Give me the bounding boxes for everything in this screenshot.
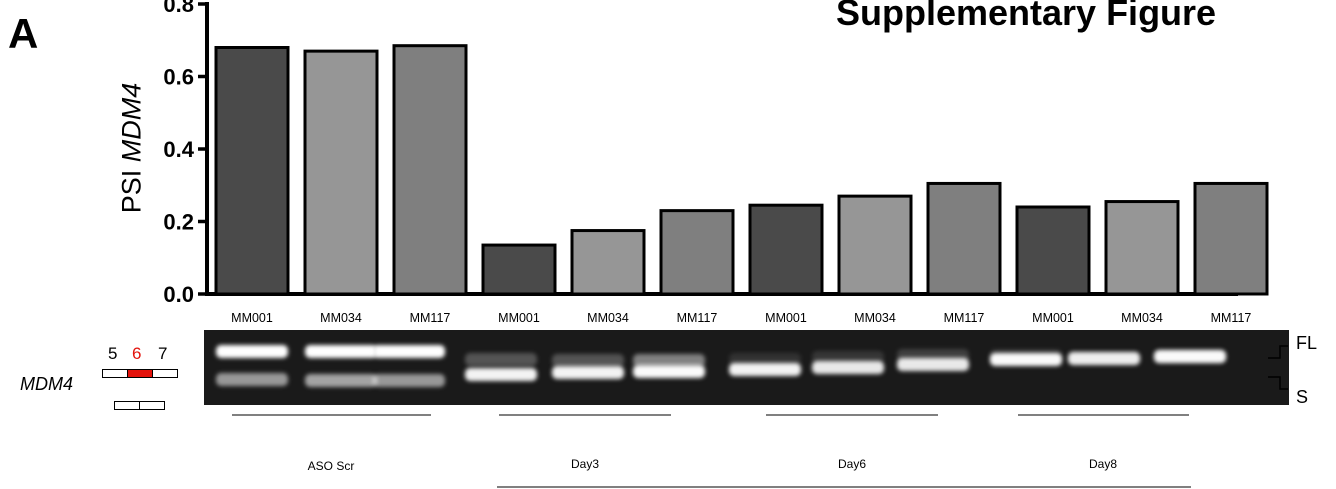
x-tick-label: MM117: [1211, 311, 1252, 325]
condition-label-aso-scr: ASO Scr: [307, 459, 355, 473]
gel-band-fl: [216, 345, 288, 358]
bar: [1193, 181, 1269, 296]
x-tick-label: MM001: [1032, 311, 1074, 325]
x-tick-label: MM034: [320, 311, 362, 325]
condition-label-day3: Day3: [570, 457, 600, 471]
exon-number-5: 5: [108, 344, 118, 363]
band-marker-fl: [1268, 345, 1288, 359]
x-tick-label: MM117: [677, 311, 718, 325]
condition-label-day8: Day8: [1088, 457, 1118, 471]
bar: [1104, 200, 1180, 296]
x-tick-label: MM117: [944, 311, 985, 325]
bar: [392, 44, 468, 296]
bar: [481, 243, 557, 296]
bar: [1015, 205, 1091, 296]
panel-letter: A: [8, 10, 39, 57]
y-tick-label: 0.2: [163, 210, 194, 235]
gel-band-s: [373, 374, 445, 387]
x-tick-label: MM001: [231, 311, 273, 325]
gel-band-fl: [465, 353, 537, 366]
y-tick-label: 0.0: [163, 282, 194, 307]
skipped-exon-5-box: [114, 401, 140, 410]
exon-number-6: 6: [132, 344, 142, 363]
x-tick-label: MM034: [854, 311, 896, 325]
gel-band-s: [465, 368, 537, 381]
gel-band-fl: [305, 345, 377, 358]
figure-title: Supplementary Figure: [836, 0, 1217, 33]
gel-band-s: [1154, 350, 1226, 363]
bar: [303, 49, 379, 296]
x-tick-label: MM034: [587, 311, 629, 325]
gel-band-s: [990, 353, 1062, 366]
skipped-exon-7-box: [139, 401, 165, 410]
gel-band-s: [1068, 352, 1140, 365]
gel-band-fl: [633, 354, 705, 367]
x-tick-label: MM001: [498, 311, 540, 325]
gel-band-s: [633, 365, 705, 378]
y-tick-label: 0.8: [163, 0, 194, 17]
gel-band-s: [552, 366, 624, 379]
gel-band-s: [216, 373, 288, 386]
gel-band-s: [729, 363, 801, 376]
gel-band-fl: [729, 353, 801, 366]
bar: [570, 229, 646, 296]
exon-5-box: [102, 369, 128, 378]
y-tick-label: 0.6: [163, 65, 194, 90]
bar: [659, 209, 735, 296]
gel-band-fl: [552, 354, 624, 367]
band-label-s: S: [1296, 387, 1309, 407]
gel-band-s: [897, 358, 969, 371]
condition-label-day6: Day6: [837, 457, 867, 471]
bar: [214, 46, 290, 296]
bar: [926, 181, 1002, 296]
y-tick-label: 0.4: [163, 137, 194, 162]
x-tick-label: MM034: [1121, 311, 1163, 325]
bar: [837, 194, 913, 296]
exon-6-box: [127, 369, 153, 378]
bar: [748, 203, 824, 296]
gel-gene-label: MDM4: [20, 374, 73, 394]
x-tick-label: MM001: [765, 311, 807, 325]
gel-band-fl: [373, 345, 445, 358]
exon-7-box: [152, 369, 178, 378]
gel-band-s: [812, 361, 884, 374]
gel-band-fl: [812, 351, 884, 364]
gel-band-s: [305, 374, 377, 387]
exon-number-7: 7: [158, 344, 168, 363]
band-label-fl: FL: [1296, 333, 1318, 353]
x-tick-label: MM117: [410, 311, 451, 325]
band-marker-s: [1268, 376, 1288, 390]
